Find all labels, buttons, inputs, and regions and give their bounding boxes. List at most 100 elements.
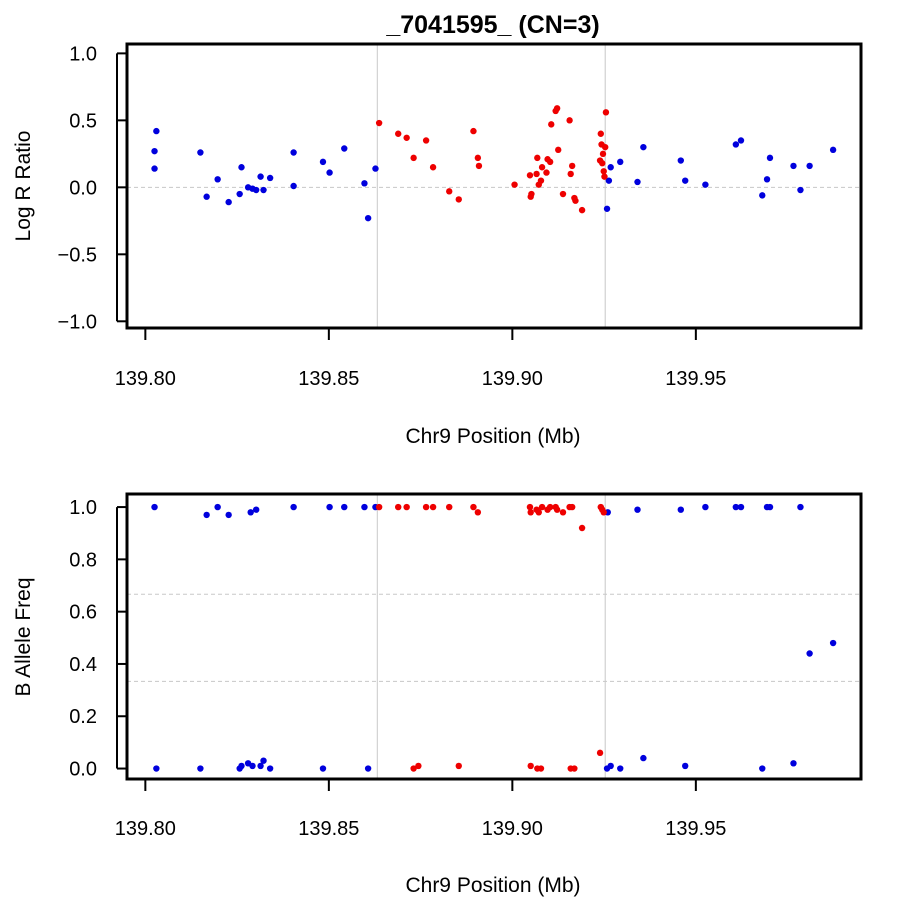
data-point (535, 509, 542, 516)
y-axis-title: B Allele Freq (12, 577, 35, 696)
data-point (290, 503, 297, 511)
y-tick-label: 0.0 (69, 759, 97, 781)
x-tick-label: 139.90 (482, 818, 543, 840)
data-point (326, 503, 333, 511)
data-point (403, 134, 410, 141)
data-point (429, 503, 437, 511)
data-point (422, 503, 430, 511)
data-point (225, 198, 232, 206)
data-point (526, 503, 534, 511)
log-r-ratio-panel: −1.0 −0.5 0.0 0.5 1.0 139.80 139.85 139.90 139.9… (12, 42, 863, 448)
data-point (153, 127, 160, 135)
data-point (737, 137, 745, 144)
data-point (341, 145, 348, 152)
data-point (634, 178, 641, 186)
data-point (677, 506, 685, 513)
y-tick-label: 0.2 (69, 706, 97, 728)
x-axis-title: Chr9 Position (Mb) (405, 425, 580, 448)
data-point (257, 173, 264, 180)
data-point (790, 760, 797, 767)
data-point (766, 503, 774, 511)
data-point (395, 130, 402, 137)
data-point (602, 109, 610, 116)
data-point (257, 762, 264, 770)
data-point (829, 639, 837, 647)
data-point (534, 154, 541, 162)
y-tick-label: 1.0 (69, 43, 97, 65)
data-point (806, 650, 813, 657)
data-point (266, 174, 274, 182)
data-point (640, 754, 647, 762)
data-point (474, 154, 482, 162)
data-point (238, 164, 245, 171)
data-point (759, 192, 766, 199)
data-point (603, 205, 611, 212)
data-point (559, 509, 567, 516)
data-point (319, 765, 327, 772)
data-point (364, 765, 372, 772)
data-point (151, 503, 158, 511)
data-point (225, 511, 232, 519)
data-point (403, 503, 410, 511)
data-point (732, 141, 740, 148)
x-tick-label: 139.80 (115, 368, 176, 390)
data-point (537, 177, 545, 184)
data-point (252, 506, 260, 513)
data-point (197, 765, 204, 772)
data-point (607, 164, 614, 171)
y-tick-label: 0.5 (69, 110, 97, 132)
data-point (571, 765, 578, 772)
data-point (511, 181, 518, 188)
data-point (617, 158, 624, 166)
data-point (470, 127, 477, 135)
x-tick-label: 139.85 (298, 368, 359, 390)
data-point (599, 160, 606, 167)
data-point (455, 196, 462, 203)
data-point (528, 190, 535, 198)
data-point (236, 190, 243, 198)
x-tick-label: 139.90 (482, 368, 543, 390)
b-allele-freq-panel: 0.0 0.2 0.4 0.6 0.8 1.0 139.80 139.85 139.90 139.… (12, 492, 863, 897)
data-point (600, 168, 607, 175)
y-tick-label: 0.0 (69, 177, 97, 199)
y-tick-label: −0.5 (58, 244, 97, 266)
data-point (214, 503, 221, 511)
data-point (566, 117, 573, 124)
data-point (567, 170, 574, 178)
data-point (766, 154, 774, 162)
data-point (266, 765, 274, 772)
data-point (260, 186, 267, 194)
data-point (247, 509, 254, 516)
data-point (538, 503, 546, 511)
data-point (375, 503, 383, 511)
data-point (568, 162, 576, 170)
y-tick-label: 0.4 (69, 654, 97, 676)
data-point (702, 503, 709, 511)
data-point (410, 154, 417, 162)
data-point (597, 130, 604, 137)
data-point (806, 162, 813, 170)
data-point (429, 164, 437, 171)
data-point (677, 157, 685, 164)
data-point (737, 503, 745, 511)
data-point (605, 177, 613, 184)
data-point (153, 765, 160, 772)
data-point (578, 524, 586, 532)
data-point (526, 172, 534, 179)
data-point (640, 143, 647, 151)
data-point (797, 186, 804, 194)
data-point (533, 170, 540, 178)
data-point (326, 169, 333, 176)
y-tick-label: −1.0 (58, 311, 97, 333)
data-point (214, 176, 221, 183)
data-point (446, 188, 453, 195)
data-point (607, 762, 614, 770)
data-point (375, 119, 383, 127)
data-point (732, 503, 740, 511)
data-point (474, 509, 482, 516)
data-point (410, 765, 417, 772)
data-point (361, 503, 368, 511)
data-point (455, 762, 462, 770)
data-point (319, 158, 327, 166)
